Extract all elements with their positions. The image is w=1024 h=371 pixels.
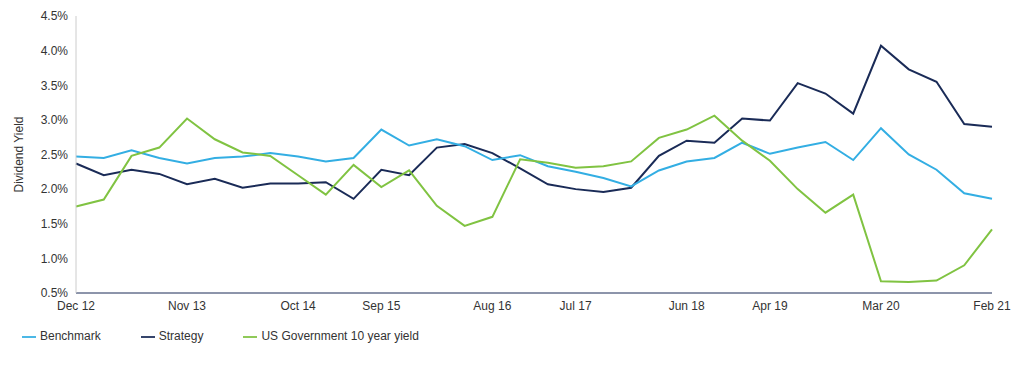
svg-text:2.5%: 2.5% (41, 148, 69, 162)
svg-text:Nov 13: Nov 13 (168, 299, 206, 313)
svg-text:3.5%: 3.5% (41, 79, 69, 93)
svg-text:Aug 16: Aug 16 (473, 299, 511, 313)
svg-text:0.5%: 0.5% (41, 286, 69, 300)
svg-text:Mar 20: Mar 20 (862, 299, 900, 313)
svg-text:Feb 21: Feb 21 (973, 299, 1011, 313)
svg-text:Jun 18: Jun 18 (669, 299, 705, 313)
svg-text:3.0%: 3.0% (41, 113, 69, 127)
svg-text:2.0%: 2.0% (41, 182, 69, 196)
html-text:Benchmark: Benchmark (40, 329, 101, 343)
svg-text:Dec 12: Dec 12 (57, 299, 95, 313)
svg-text:Apr 19: Apr 19 (752, 299, 788, 313)
html-text:US Government 10 year yield: US Government 10 year yield (261, 329, 419, 343)
svg-text:Jul 17: Jul 17 (560, 299, 592, 313)
svg-text:Oct 14: Oct 14 (280, 299, 316, 313)
svg-text:Sep 15: Sep 15 (362, 299, 400, 313)
svg-text:Dividend Yield: Dividend Yield (12, 116, 26, 192)
html-text:Strategy: Strategy (158, 329, 204, 343)
svg-text:1.5%: 1.5% (41, 217, 69, 231)
svg-text:4.0%: 4.0% (41, 44, 69, 58)
svg-text:1.0%: 1.0% (41, 252, 69, 266)
svg-text:4.5%: 4.5% (41, 9, 69, 23)
